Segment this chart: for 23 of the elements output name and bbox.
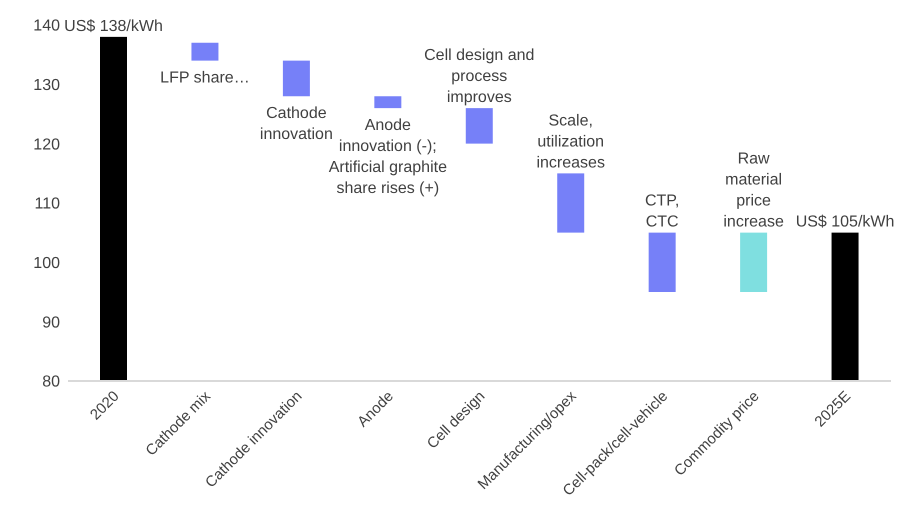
bar	[832, 232, 859, 381]
bar	[557, 173, 584, 233]
bar	[374, 96, 402, 108]
annotation: Scale, utilization increases	[536, 112, 605, 172]
y-tick-label: 90	[42, 314, 60, 332]
annotation: LFP share…	[160, 70, 250, 87]
y-tick-label: 140	[33, 18, 60, 35]
y-tick-label: 80	[42, 374, 60, 391]
data-label: US$ 105/kWh	[796, 214, 894, 231]
data-label: US$ 138/kWh	[64, 18, 163, 35]
bar	[191, 42, 218, 61]
bar	[740, 232, 768, 292]
annotation: CTP, CTC	[644, 192, 680, 231]
bar	[282, 60, 310, 96]
y-tick-label: 120	[33, 136, 60, 154]
bar	[100, 36, 127, 381]
y-tick-label: 110	[34, 196, 60, 213]
y-tick-label: 100	[33, 255, 60, 272]
y-tick-label: 130	[33, 77, 60, 94]
annotation: Cell design and process improves	[424, 47, 534, 106]
annotation: Raw material price increase	[723, 150, 784, 231]
bar	[466, 108, 493, 144]
bar	[648, 232, 676, 292]
